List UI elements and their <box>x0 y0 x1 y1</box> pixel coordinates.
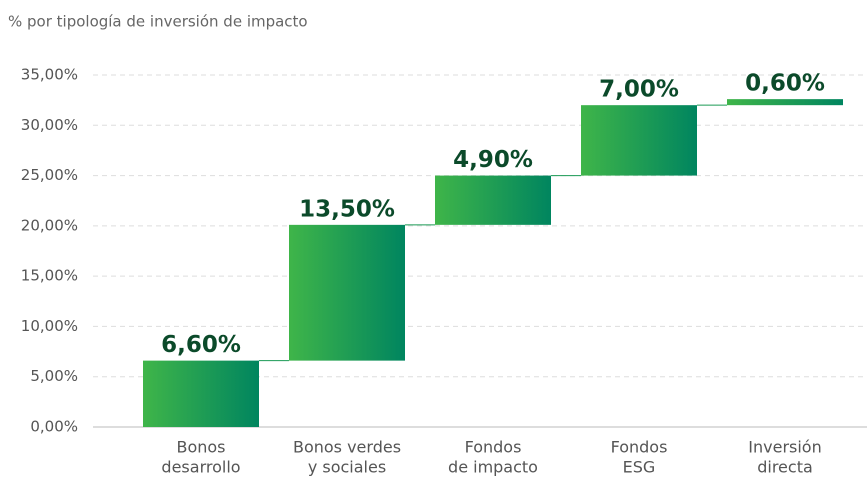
x-tick-label: y sociales <box>308 458 386 477</box>
bar <box>581 105 697 176</box>
value-label: 0,60% <box>745 71 825 97</box>
y-tick-label: 30,00% <box>21 116 78 134</box>
bar <box>289 224 405 361</box>
y-tick-label: 35,00% <box>21 66 78 84</box>
x-tick-label: Inversión <box>748 438 821 457</box>
chart-title: % por tipología de inversión de impacto <box>8 13 308 31</box>
value-label: 6,60% <box>161 332 241 358</box>
x-tick-label: Bonos <box>176 438 225 457</box>
y-tick-label: 10,00% <box>21 317 78 335</box>
y-tick-label: 25,00% <box>21 166 78 184</box>
bar <box>143 360 259 427</box>
value-label: 4,90% <box>453 147 533 173</box>
x-tick-label: de impacto <box>448 458 538 477</box>
y-tick-label: 5,00% <box>30 367 78 385</box>
y-tick-label: 15,00% <box>21 267 78 285</box>
x-tick-label: Bonos verdes <box>293 438 401 457</box>
x-tick-label: Fondos <box>465 438 522 457</box>
x-tick-label: desarrollo <box>161 458 240 477</box>
bar <box>435 175 551 225</box>
bar <box>727 99 843 106</box>
x-tick-label: directa <box>757 458 813 477</box>
value-label: 13,50% <box>299 196 395 222</box>
y-tick-label: 20,00% <box>21 216 78 234</box>
x-tick-label: Fondos <box>611 438 668 457</box>
y-tick-label: 0,00% <box>30 418 78 436</box>
x-tick-label: ESG <box>623 458 656 477</box>
value-label: 7,00% <box>599 77 679 103</box>
